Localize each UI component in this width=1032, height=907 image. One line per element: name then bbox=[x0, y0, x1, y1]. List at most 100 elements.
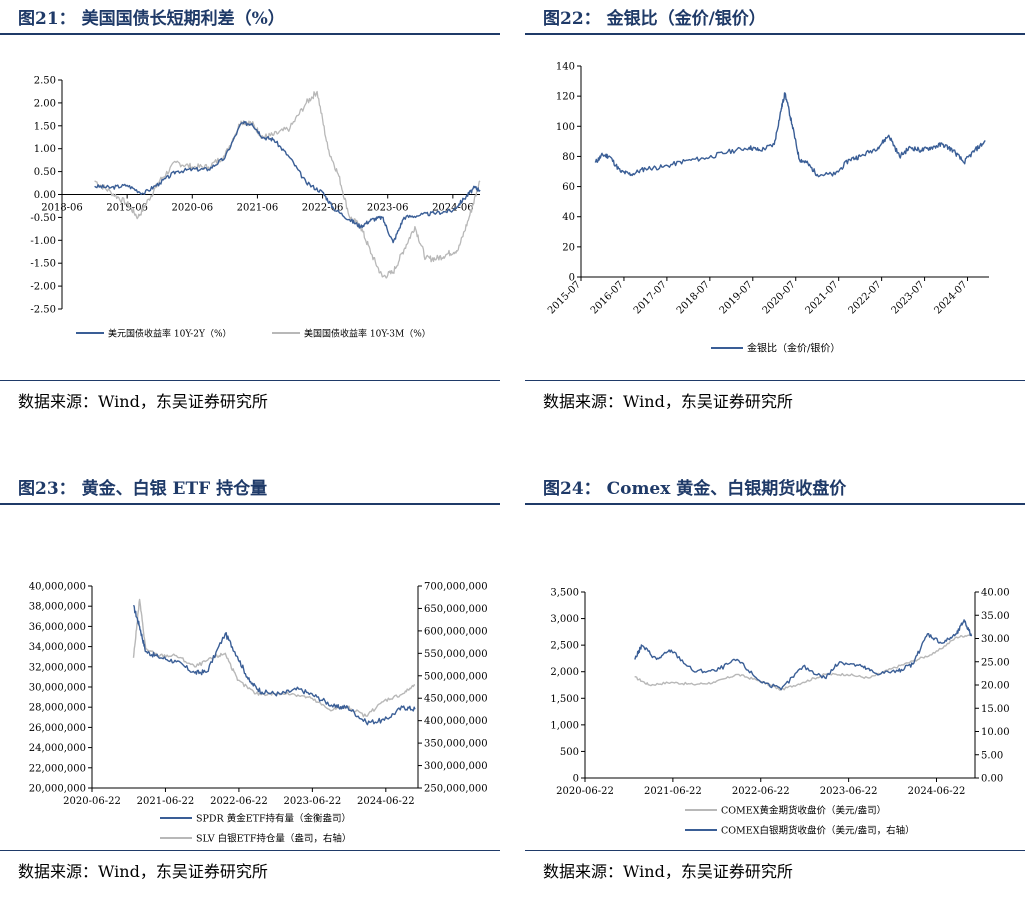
y-tick-label-left: 3,500 bbox=[550, 588, 579, 599]
source-note: 数据来源：Wind，东吴证券研究所 bbox=[543, 862, 793, 881]
y-tick-label: 80 bbox=[562, 152, 575, 163]
y-tick-label: 0.50 bbox=[34, 167, 56, 178]
y-tick-label: 140 bbox=[556, 62, 575, 73]
y-tick-label-left: 2,000 bbox=[550, 667, 579, 678]
y-tick-label-right: 300,000,000 bbox=[424, 761, 488, 772]
y-tick-label-right: 15.00 bbox=[981, 704, 1010, 715]
y-tick-label-left: 30,000,000 bbox=[29, 683, 86, 694]
panel-gold-silver-ratio: 图22： 金银比（金价/银价） 140 120 100 80 60 40 20 0 2015-0… bbox=[525, 0, 1025, 437]
y-tick-label: -0.50 bbox=[30, 213, 56, 224]
x-tick-label: 2023-06-22 bbox=[820, 786, 878, 797]
panel-title: 图22： 金银比（金价/银价） bbox=[543, 9, 766, 29]
legend-label: 金银比（金价/银价） bbox=[747, 342, 840, 355]
y-tick-label: 2.00 bbox=[34, 98, 56, 109]
source-rule bbox=[0, 380, 500, 381]
y-tick-label-left: 36,000,000 bbox=[29, 622, 86, 633]
chart-comex-futures: 3,500 3,000 2,500 2,000 1,500 1,000 500 0 40.00 3… bbox=[550, 588, 1010, 837]
legend-label: COMEX白银期货收盘价（美元/盎司，右轴） bbox=[721, 825, 915, 837]
y-tick-label-left: 24,000,000 bbox=[29, 743, 86, 754]
y-tick-label: -1.00 bbox=[30, 236, 56, 247]
y-tick-label-right: 250,000,000 bbox=[424, 784, 488, 795]
legend-label: SLV 白银ETF持仓量（盎司，右轴） bbox=[196, 833, 351, 845]
source-note: 数据来源：Wind，东吴证券研究所 bbox=[543, 392, 793, 411]
y-tick-label-right: 40.00 bbox=[981, 588, 1010, 599]
title-rule bbox=[525, 503, 1025, 505]
y-tick-label-right: 700,000,000 bbox=[424, 582, 488, 593]
panel-title: 图24： Comex 黄金、白银期货收盘价 bbox=[543, 479, 847, 499]
y-tick-label: 40 bbox=[562, 212, 575, 223]
series-line bbox=[94, 90, 481, 279]
title-rule bbox=[0, 503, 500, 505]
source-rule bbox=[0, 850, 500, 851]
x-tick-label: 2020-06-22 bbox=[63, 796, 121, 807]
x-tick-label: 2019-07 bbox=[718, 279, 755, 316]
x-tick-label: 2021-07 bbox=[804, 279, 841, 316]
x-tick-label: 2018-07 bbox=[675, 279, 712, 316]
legend-label: 美元国债收益率 10Y-2Y（%） bbox=[108, 328, 232, 340]
y-tick-label-right: 0.00 bbox=[981, 774, 1003, 785]
series-line bbox=[594, 92, 986, 178]
y-tick-label-left: 40,000,000 bbox=[29, 582, 86, 593]
y-tick-label-left: 0 bbox=[573, 774, 579, 785]
x-tick-label: 2023-07 bbox=[890, 279, 927, 316]
y-tick-label: 1.00 bbox=[34, 144, 56, 155]
y-tick-label-left: 28,000,000 bbox=[29, 703, 86, 714]
y-tick-label-right: 35.00 bbox=[981, 611, 1010, 622]
panel-title: 图23： 黄金、白银 ETF 持仓量 bbox=[18, 479, 268, 499]
x-tick-label: 2020-07 bbox=[761, 279, 798, 316]
source-note: 数据来源：Wind，东吴证券研究所 bbox=[18, 862, 268, 881]
legend-label: COMEX黄金期货收盘价（美元/盎司） bbox=[721, 805, 886, 817]
y-tick-label-right: 600,000,000 bbox=[424, 626, 488, 637]
y-tick-label: -1.50 bbox=[30, 259, 56, 270]
y-tick-label-left: 38,000,000 bbox=[29, 602, 86, 613]
y-tick-label-right: 350,000,000 bbox=[424, 739, 488, 750]
x-tick-label: 2020-06-22 bbox=[556, 786, 614, 797]
y-tick-label-right: 20.00 bbox=[981, 681, 1010, 692]
y-tick-label: 120 bbox=[556, 92, 575, 103]
series-line bbox=[94, 120, 481, 244]
x-tick-label: 2018-06 bbox=[41, 203, 83, 214]
x-tick-label: 2021-06-22 bbox=[644, 786, 702, 797]
x-tick-label: 2019-06 bbox=[106, 203, 148, 214]
y-tick-label-right: 30.00 bbox=[981, 634, 1010, 645]
x-tick-label: 2022-06-22 bbox=[732, 786, 790, 797]
y-tick-label-right: 5.00 bbox=[981, 750, 1003, 761]
y-tick-label-left: 20,000,000 bbox=[29, 784, 86, 795]
y-tick-label-right: 550,000,000 bbox=[424, 649, 488, 660]
x-tick-label: 2024-06-22 bbox=[357, 796, 415, 807]
x-tick-label: 2021-06 bbox=[237, 203, 279, 214]
series-line bbox=[634, 619, 973, 691]
x-tick-label: 2024-06 bbox=[432, 203, 474, 214]
y-tick-label: -2.00 bbox=[30, 282, 56, 293]
y-tick-label-right: 450,000,000 bbox=[424, 694, 488, 705]
y-tick-label-right: 650,000,000 bbox=[424, 604, 488, 615]
x-tick-label: 2015-07 bbox=[546, 279, 583, 316]
y-tick-label-left: 500 bbox=[560, 747, 579, 758]
x-tick-label: 2024-06-22 bbox=[908, 786, 966, 797]
y-tick-label-left: 1,000 bbox=[550, 720, 579, 731]
title-rule bbox=[525, 33, 1025, 35]
x-tick-label: 2020-06 bbox=[172, 203, 214, 214]
x-tick-label: 2021-06-22 bbox=[137, 796, 195, 807]
legend-label: 美国国债收益率 10Y-3M（%） bbox=[304, 328, 431, 340]
series-line bbox=[132, 605, 416, 726]
y-tick-label: -2.50 bbox=[30, 305, 56, 316]
x-tick-label: 2022-06 bbox=[302, 203, 344, 214]
chart-yield-spread: 2.50 2.00 1.50 1.00 0.50 0.00 -0.50 -1.00 -1.50 -… bbox=[30, 76, 481, 340]
y-tick-label: 1.50 bbox=[34, 121, 56, 132]
series-line bbox=[634, 632, 972, 691]
y-tick-label: 20 bbox=[562, 242, 575, 253]
y-tick-label: 60 bbox=[562, 182, 575, 193]
y-tick-label-right: 10.00 bbox=[981, 727, 1010, 738]
source-rule bbox=[525, 850, 1025, 851]
y-tick-label-left: 1,500 bbox=[550, 694, 579, 705]
y-tick-label: 0.00 bbox=[34, 190, 56, 201]
panel-comex-futures: 图24： Comex 黄金、白银期货收盘价 3,500 3,000 2,500 2,0… bbox=[525, 470, 1025, 907]
x-tick-label: 2023-06-22 bbox=[284, 796, 342, 807]
x-tick-label: 2016-07 bbox=[589, 279, 626, 316]
title-rule bbox=[0, 33, 500, 35]
legend-label: SPDR 黄金ETF持有量（金衡盎司） bbox=[196, 813, 351, 825]
x-tick-label: 2017-07 bbox=[632, 279, 669, 316]
y-tick-label: 2.50 bbox=[34, 76, 56, 87]
